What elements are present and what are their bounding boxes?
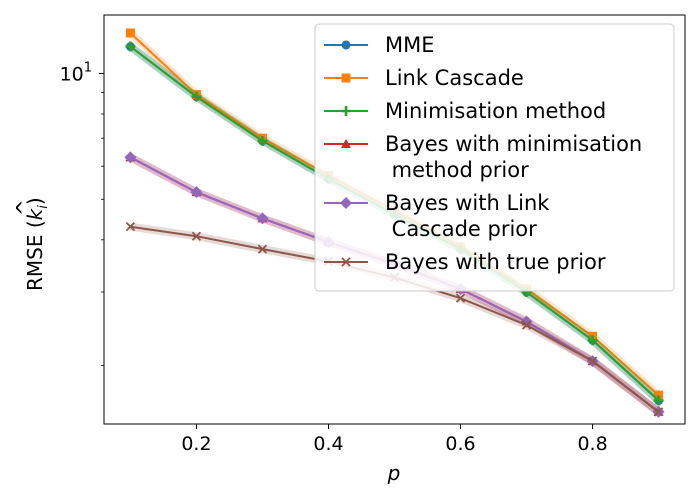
data-point [521,320,532,330]
x-tick-label: 0.8 [577,433,607,455]
y-axis-label-var: k [23,207,47,220]
legend-swatch-marker [341,73,351,83]
data-point [191,91,202,102]
data-point [191,231,202,241]
data-point [455,293,466,303]
data-point [256,212,269,225]
data-point [125,222,136,232]
data-point [257,244,268,254]
x-tick-label: 0.2 [181,433,211,455]
legend-swatch-marker [341,257,351,267]
data-point [125,41,136,52]
legend-item-0: MME [324,33,435,57]
legend-item-3: Bayes with minimisation method prior [324,132,642,182]
legend-swatch-marker [341,139,351,148]
data-point [587,335,598,346]
legend-box [314,23,675,292]
x-tick-label: 0.6 [445,433,475,455]
legend-item-2: Minimisation method [324,99,606,123]
y-axis-label-main: RMSE ( [23,220,47,291]
data-point [653,395,664,406]
data-point [124,151,137,164]
data-point [125,28,135,38]
legend-swatch-marker [340,197,352,209]
y-axis-label: RMSE (ki) ^ [12,197,51,291]
legend-item-5: Bayes with true prior [324,250,606,274]
legend-label: Link Cascade [385,66,524,90]
legend-item-4: Bayes with Link Cascade prior [324,191,550,241]
data-point [653,407,664,417]
legend-label: Bayes with true prior [385,250,606,274]
y-axis-label-hat: ^ [12,199,36,216]
legend-label: MME [385,33,435,57]
legend-label: Bayes with Link Cascade prior [385,191,550,241]
plot-frame [103,14,686,425]
data-point [587,356,598,366]
legend-swatch-marker [341,40,351,50]
y-axis-label-close: ) [23,197,47,205]
data-point [654,390,664,400]
svg-text:RMSE (ki): RMSE (ki) [23,197,51,291]
x-tick-label: 0.4 [313,433,343,455]
data-point [257,135,268,146]
legend: MME Link Cascade Minimisation method Bayes … [314,23,675,292]
legend-item-1: Link Cascade [324,66,524,90]
legend-swatch-marker [341,106,351,116]
y-tick-label: 101 [60,60,92,85]
legend-label: Bayes with minimisation method prior [385,132,642,182]
legend-label: Minimisation method [385,99,606,123]
y-axis-label-sub: i [36,205,51,209]
x-axis-label: p [387,461,401,485]
data-point [190,186,203,199]
